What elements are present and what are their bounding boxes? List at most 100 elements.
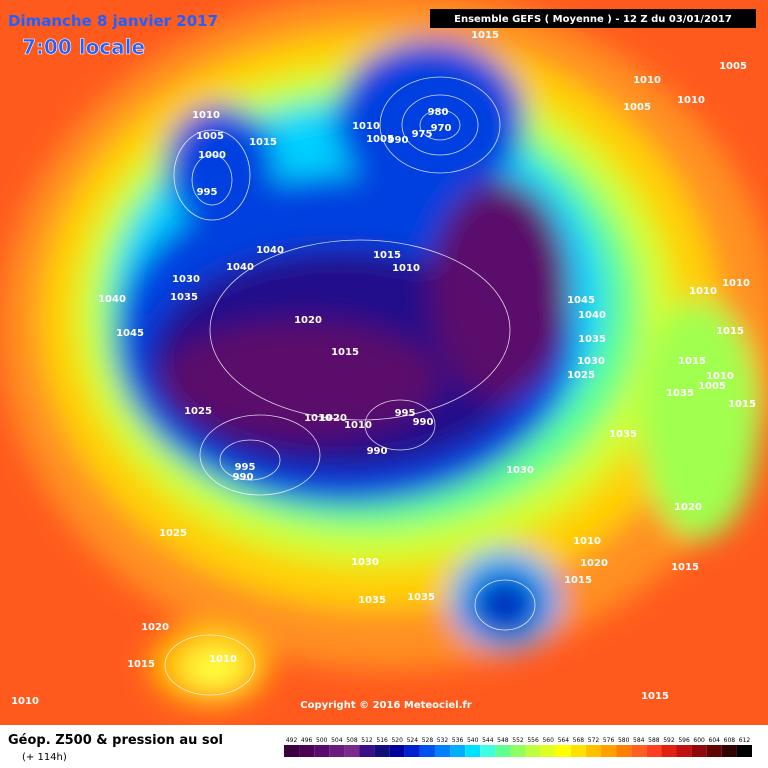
isobars	[164, 76, 536, 696]
colorbar-label: 596	[678, 737, 690, 744]
colorbar-label: 592	[663, 737, 675, 744]
isobar-label: 1010	[11, 696, 39, 707]
colorbar-cell	[646, 745, 662, 757]
colorbar-label: 536	[452, 737, 464, 744]
colorbar-label: 496	[301, 737, 313, 744]
isobar-label: 975	[412, 129, 433, 140]
isobar-label: 990	[413, 417, 434, 428]
colorbar-cell	[480, 745, 496, 757]
isobar-label: 1010	[722, 278, 750, 289]
copyright: Copyright © 2016 Meteociel.fr	[300, 700, 471, 711]
colorbar-label: 572	[588, 737, 600, 744]
isobar-label: 1015	[249, 137, 277, 148]
isobar-label: 1045	[567, 295, 595, 306]
colorbar-label: 520	[391, 737, 403, 744]
isobar-label: 1035	[666, 388, 694, 399]
colorbar-label: 612	[739, 737, 751, 744]
isobar-label: 1040	[226, 262, 254, 273]
isobar-label: 1020	[141, 622, 169, 633]
isobar-label: 1015	[678, 356, 706, 367]
isobar-label: 1005	[698, 381, 726, 392]
colorbar-cell	[329, 745, 345, 757]
colorbar-label: 544	[482, 737, 494, 744]
isobar-label: 1010	[192, 110, 220, 121]
colorbar-cell	[721, 745, 737, 757]
isobar-label: 1035	[609, 429, 637, 440]
isobar-label: 1015	[127, 659, 155, 670]
colorbar-label: 564	[558, 737, 570, 744]
isobar-label: 1015	[641, 691, 669, 702]
colorbar-label: 540	[467, 737, 479, 744]
colorbar-cell	[495, 745, 511, 757]
colorbar-cell	[404, 745, 420, 757]
colorbar-label: 608	[724, 737, 736, 744]
colorbar-cell	[661, 745, 677, 757]
colorbar-label: 552	[512, 737, 524, 744]
run-banner	[430, 9, 756, 28]
isobar-label: 1005	[196, 131, 224, 142]
colorbar-label: 492	[286, 737, 298, 744]
colorbar-cell	[344, 745, 360, 757]
colorbar-label: 524	[407, 737, 419, 744]
isobar-label: 1000	[198, 150, 226, 161]
isobar-label: 1015	[716, 326, 744, 337]
colorbar-cell	[631, 745, 647, 757]
colorbar-cell	[510, 745, 526, 757]
isobar-label: 995	[235, 462, 256, 473]
colorbar-label: 516	[376, 737, 388, 744]
colorbar-label: 568	[573, 737, 585, 744]
lead-time: (+ 114h)	[22, 752, 67, 763]
isobar-label: 1030	[506, 465, 534, 476]
isobar-label: 1035	[170, 292, 198, 303]
isobar-label: 990	[388, 135, 409, 146]
isobar-label: 1010	[677, 95, 705, 106]
isobar-label: 1015	[564, 575, 592, 586]
isobar-label: 1030	[577, 356, 605, 367]
isobar-label: 1035	[358, 595, 386, 606]
colorbar-cell	[359, 745, 375, 757]
colorbar-cell	[389, 745, 405, 757]
isobar-label: 1010	[352, 121, 380, 132]
colorbar-cell	[601, 745, 617, 757]
colorbar-label: 584	[633, 737, 645, 744]
colorbar-cell	[706, 745, 722, 757]
isobar-label: 1045	[116, 328, 144, 339]
isobar-label: 1020	[319, 413, 347, 424]
colorbar-label: 556	[527, 737, 539, 744]
colorbar-cell	[585, 745, 602, 757]
isobar-label: 990	[367, 446, 388, 457]
isobar-label: 970	[431, 123, 452, 134]
isobar-label: 1015	[331, 347, 359, 358]
isobar-label: 1005	[623, 102, 651, 113]
colorbar-cell	[555, 745, 571, 757]
colorbar-label: 600	[693, 737, 705, 744]
caption: Géop. Z500 & pression au sol	[8, 733, 223, 748]
colorbar-label: 588	[648, 737, 660, 744]
isobar-label: 1030	[172, 274, 200, 285]
colorbar-label: 548	[497, 737, 509, 744]
isobar-label: 1040	[256, 245, 284, 256]
colorbar-cell	[284, 745, 300, 757]
map-title: Dimanche 8 janvier 2017	[8, 12, 218, 30]
isobar-label: 1035	[407, 592, 435, 603]
colorbar-label: 512	[361, 737, 373, 744]
colorbar-cell	[540, 745, 556, 757]
run-info: Ensemble GEFS ( Moyenne ) - 12 Z du 03/0…	[454, 14, 732, 25]
colorbar-cell	[450, 745, 466, 757]
isobar-label: 1010	[706, 371, 734, 382]
isobar-label: 1010	[633, 75, 661, 86]
isobar-label: 1020	[294, 315, 322, 326]
colorbar-cell	[525, 745, 541, 757]
colorbar-label: 500	[316, 737, 328, 744]
isobar-label: 1025	[159, 528, 187, 539]
colorbar-cell	[736, 745, 752, 757]
isobar-label: 995	[197, 187, 218, 198]
isobar-label: 990	[233, 472, 254, 483]
colorbar-label: 532	[437, 737, 449, 744]
isobar-label: 1015	[671, 562, 699, 573]
colorbar-label: 604	[709, 737, 721, 744]
colorbar-cell	[616, 745, 632, 757]
isobar-label: 995	[395, 408, 416, 419]
colorbar-cell	[374, 745, 390, 757]
